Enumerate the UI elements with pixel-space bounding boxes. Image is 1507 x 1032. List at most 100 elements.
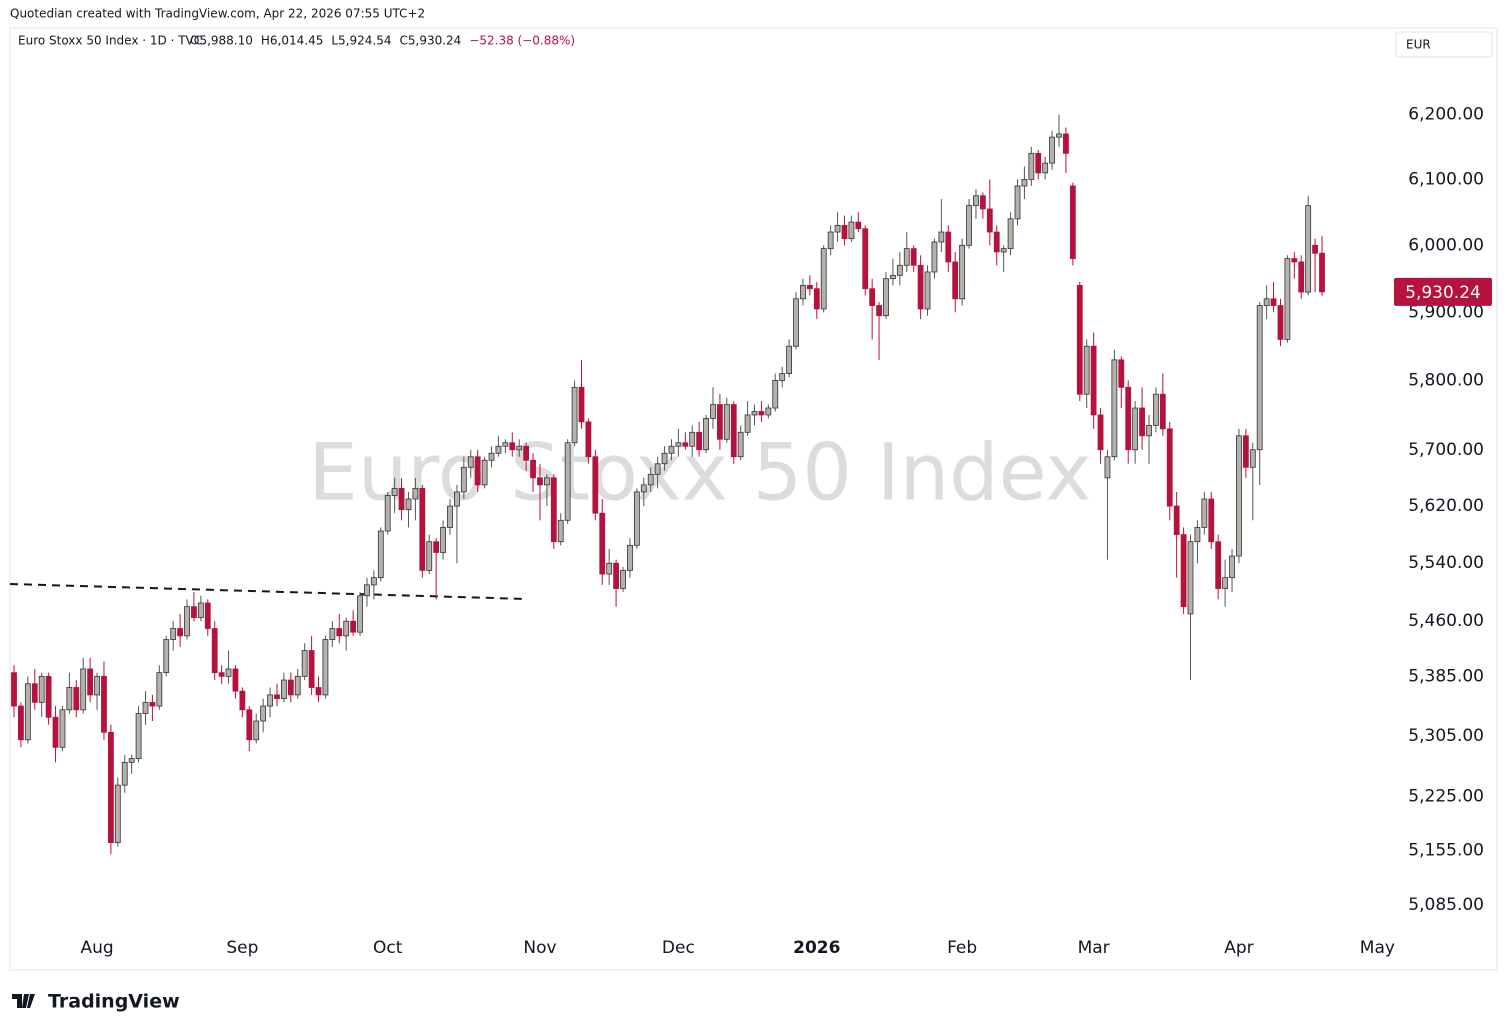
plot: 5,085.00 5,155.00 5,225.00 5,305.00 5,385.00… bbox=[11, 105, 1492, 958]
candle-body bbox=[1187, 541, 1194, 615]
candle-body bbox=[744, 414, 751, 433]
caption: Quotedian created with TradingView.com, … bbox=[10, 7, 425, 21]
candle-body bbox=[1256, 305, 1263, 451]
candle-body bbox=[620, 570, 626, 589]
candle-body bbox=[689, 431, 696, 447]
candle-body bbox=[308, 650, 315, 688]
legend-item: H6,014.45 bbox=[261, 34, 323, 48]
candle-body bbox=[1284, 258, 1291, 340]
candle-body bbox=[329, 628, 336, 640]
candle-body bbox=[696, 431, 703, 451]
candle-body bbox=[267, 694, 273, 707]
candle-body bbox=[1236, 435, 1242, 557]
candle-body bbox=[786, 345, 793, 374]
candle-body bbox=[1097, 414, 1104, 451]
candle-body bbox=[779, 373, 786, 381]
candle-body bbox=[1208, 498, 1215, 543]
brand: TradingView bbox=[48, 991, 180, 1013]
candle-body bbox=[149, 701, 156, 707]
candle-body bbox=[1263, 298, 1270, 306]
legend-item: L5,924.54 bbox=[331, 34, 391, 48]
candle-body bbox=[481, 459, 488, 486]
candle-body bbox=[52, 716, 59, 748]
candle-body bbox=[1146, 424, 1152, 437]
candle-body bbox=[1201, 498, 1208, 528]
candle-body bbox=[322, 639, 329, 696]
candle-body bbox=[1056, 133, 1062, 138]
candle-body bbox=[1083, 345, 1090, 395]
candle-body bbox=[163, 639, 170, 674]
candle-body bbox=[1222, 577, 1229, 589]
candle-body bbox=[121, 761, 128, 786]
candle-body bbox=[211, 628, 218, 674]
candle-body bbox=[993, 231, 1000, 253]
x-tick-label: Oct bbox=[373, 938, 403, 958]
candle-body bbox=[405, 498, 412, 511]
candle-body bbox=[917, 264, 924, 310]
candle-body bbox=[294, 675, 301, 696]
candle-body bbox=[1180, 534, 1187, 608]
candle-body bbox=[585, 421, 592, 458]
candle-body bbox=[647, 473, 654, 486]
candle-body bbox=[287, 679, 294, 696]
candle-body bbox=[1305, 205, 1312, 293]
chart-frame bbox=[9, 27, 1498, 971]
brand-logo: TradingView bbox=[12, 991, 180, 1013]
y-tick-label: 5,460.00 bbox=[1408, 611, 1484, 631]
y-tick-label: 5,225.00 bbox=[1408, 787, 1484, 807]
candle-body bbox=[1166, 428, 1173, 507]
candle-body bbox=[1007, 218, 1014, 250]
candle-body bbox=[38, 675, 45, 703]
candle-body bbox=[274, 694, 280, 700]
candle-body bbox=[59, 709, 66, 748]
candle-body bbox=[1111, 359, 1118, 458]
y-tick-label: 5,385.00 bbox=[1408, 666, 1484, 686]
candle-body bbox=[876, 305, 882, 317]
candle-body bbox=[1215, 541, 1222, 589]
candle-body bbox=[800, 284, 806, 300]
candle-body bbox=[606, 562, 613, 575]
candle-body bbox=[530, 459, 536, 479]
candle-body bbox=[1035, 152, 1042, 174]
candle-body bbox=[440, 527, 446, 553]
candle-body bbox=[142, 701, 149, 714]
candle-body bbox=[1319, 252, 1325, 293]
candle-body bbox=[336, 628, 343, 637]
candle-body bbox=[1159, 393, 1166, 430]
candle-body bbox=[384, 495, 391, 532]
candle-body bbox=[184, 606, 190, 637]
candle-body bbox=[675, 442, 682, 447]
candle-body bbox=[986, 208, 993, 233]
candle-body bbox=[855, 221, 862, 230]
candle-body bbox=[737, 431, 744, 458]
currency-box[interactable] bbox=[1395, 31, 1493, 58]
currency[interactable]: EUR bbox=[1406, 38, 1431, 52]
candle-body bbox=[474, 456, 481, 486]
candle-body bbox=[523, 445, 530, 461]
candle-body bbox=[910, 248, 917, 266]
candle-body bbox=[1076, 284, 1083, 395]
candle-body bbox=[931, 241, 938, 273]
candle-body bbox=[1242, 435, 1249, 468]
candle-body bbox=[135, 713, 142, 760]
candle-body bbox=[661, 452, 668, 465]
candle-body bbox=[793, 298, 799, 347]
candle-body bbox=[426, 541, 433, 571]
ohlc-legend: O5,988.10 H6,014.45 L5,924.54 C5,930.24 −52.… bbox=[190, 34, 575, 48]
candle-body bbox=[820, 248, 827, 310]
last-price-label: 5,930.24 bbox=[1405, 283, 1481, 303]
candle-body bbox=[364, 584, 370, 597]
candle-body bbox=[1125, 386, 1132, 451]
candle-body bbox=[654, 463, 661, 475]
logo-mark bbox=[12, 994, 35, 1008]
candle-body bbox=[765, 407, 772, 416]
candle-body bbox=[1194, 527, 1201, 543]
candle-body bbox=[952, 261, 959, 300]
candle-body bbox=[945, 231, 952, 263]
candle-body bbox=[73, 687, 80, 711]
candle-body bbox=[806, 284, 813, 290]
candle-body bbox=[1173, 505, 1180, 535]
candle-body bbox=[751, 411, 758, 416]
candle-body bbox=[377, 530, 384, 579]
last-price-box bbox=[1394, 277, 1492, 306]
